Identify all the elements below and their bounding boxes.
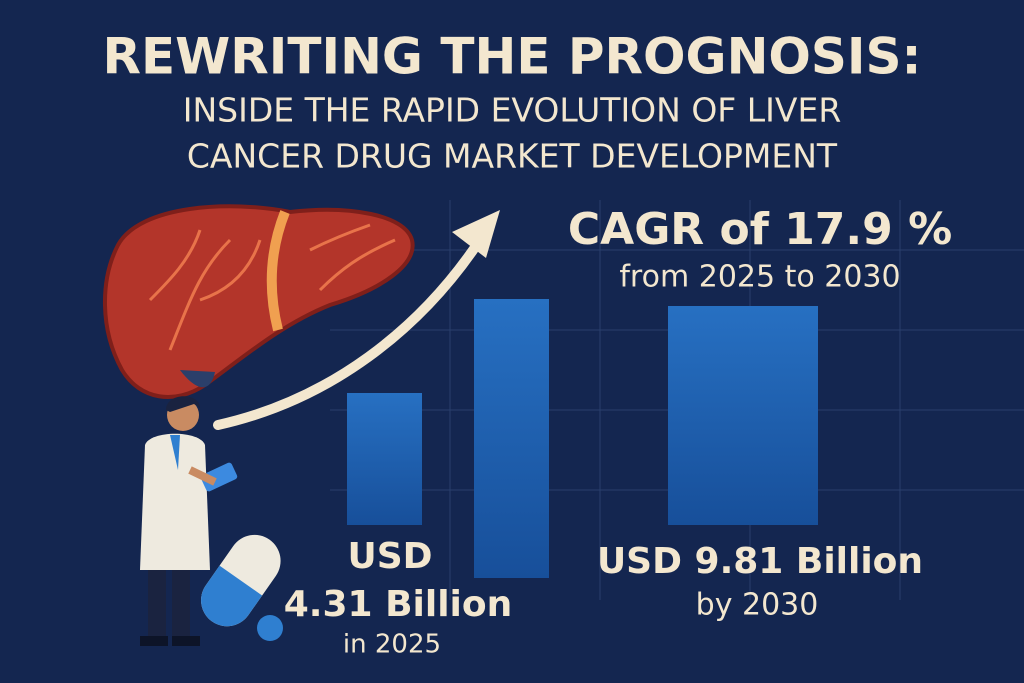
bar xyxy=(668,306,818,525)
stat-line: by 2030 xyxy=(696,588,819,623)
subtitle-line: INSIDE THE RAPID EVOLUTION OF LIVER xyxy=(183,91,842,130)
stat-line: 4.31 Billion xyxy=(284,584,513,625)
cagr-period: from 2025 to 2030 xyxy=(619,260,900,295)
subtitle-line: CANCER DRUG MARKET DEVELOPMENT xyxy=(187,137,838,176)
title: REWRITING THE PROGNOSIS: xyxy=(102,28,921,86)
stat-line: USD xyxy=(347,536,432,577)
doctor-illustration xyxy=(140,396,238,646)
stat-line: USD 9.81 Billion xyxy=(597,541,923,582)
pill-illustration xyxy=(201,534,281,627)
bar xyxy=(347,393,422,525)
cagr-headline: CAGR of 17.9 % xyxy=(568,204,952,255)
bar xyxy=(474,299,549,578)
tablet-illustration xyxy=(257,615,283,641)
liver-illustration xyxy=(103,204,415,399)
stat-line: in 2025 xyxy=(343,630,441,660)
growth-arrow xyxy=(213,210,500,430)
